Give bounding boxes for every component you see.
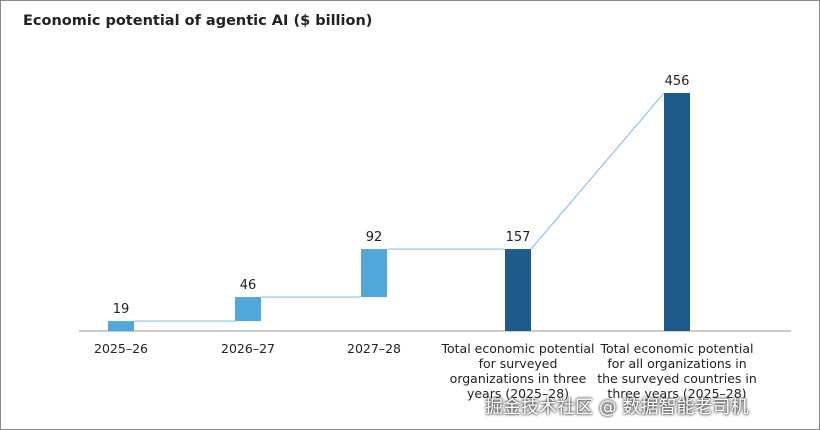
value-label: 456 xyxy=(665,74,690,89)
bar xyxy=(235,297,261,322)
category-label: Total economic potential for surveyed or… xyxy=(441,341,595,401)
bar xyxy=(664,93,690,331)
bar xyxy=(108,321,134,331)
category-label: 2026–27 xyxy=(221,341,275,356)
bar xyxy=(361,249,387,298)
value-label: 92 xyxy=(366,230,383,245)
category-label: Total economic potential for all organiz… xyxy=(597,341,757,401)
watermark: 掘金技术社区 @ 数据智能老司机 xyxy=(485,397,749,418)
category-label: 2027–28 xyxy=(347,341,401,356)
value-label: 157 xyxy=(506,230,531,245)
value-label: 19 xyxy=(113,302,130,317)
bar xyxy=(505,249,531,331)
category-label: 2025–26 xyxy=(94,341,148,356)
chart-title: Economic potential of agentic AI ($ bill… xyxy=(23,13,373,29)
connector xyxy=(530,92,665,250)
value-label: 46 xyxy=(240,278,257,293)
